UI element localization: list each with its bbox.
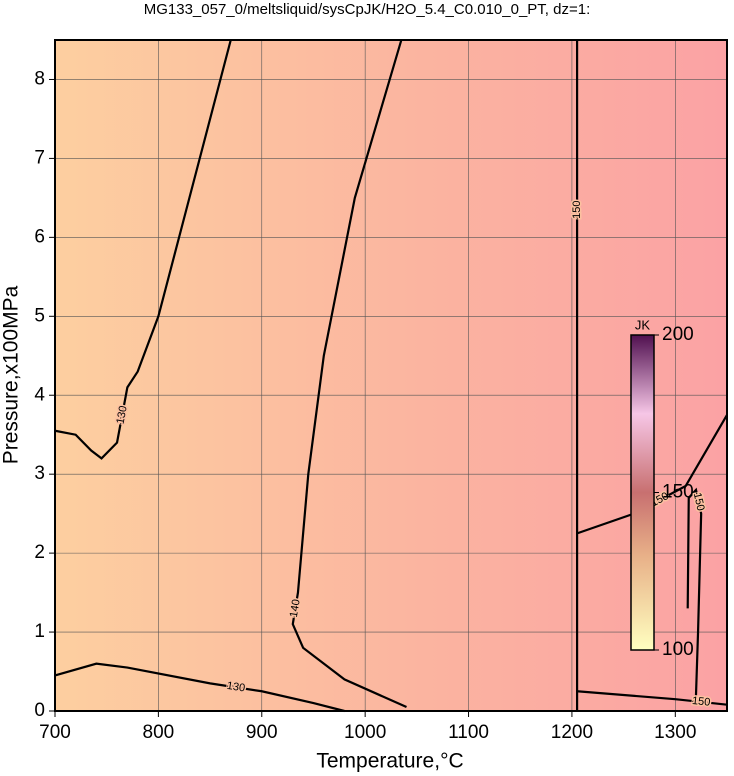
x-tick-label: 1100 [448, 722, 489, 743]
y-tick-label: 4 [34, 384, 45, 405]
x-tick-label: 800 [143, 722, 175, 743]
y-tick-label: 7 [34, 147, 45, 168]
contour-label: 130 [115, 405, 130, 425]
contour-line [54, 39, 232, 460]
contour-label: 150 [691, 492, 707, 512]
x-tick-label: 900 [246, 722, 278, 743]
y-tick-label: 8 [34, 68, 45, 89]
colorbar-tick-label: 100 [662, 639, 694, 660]
x-axis-label: Temperature,°C [316, 750, 463, 773]
chart-title: MG133_057_0/meltsliquid/sysCpJK/H2O_5.4_… [144, 1, 591, 18]
y-tick-label: 0 [34, 700, 45, 721]
contour-line [291, 39, 407, 709]
x-tick-label: 700 [39, 722, 71, 743]
contour-label: 140 [288, 598, 303, 618]
colorbar-label: JK [635, 317, 651, 332]
contour-line [54, 662, 345, 713]
contour-label: 150 [571, 201, 583, 219]
y-tick-label: 3 [34, 463, 45, 484]
contour-line [577, 690, 728, 706]
y-tick-label: 2 [34, 542, 45, 563]
y-tick-label: 5 [34, 305, 45, 326]
y-tick-label: 1 [34, 621, 45, 642]
contour-label: 130 [226, 680, 246, 695]
y-axis-label: Pressure,x100MPa [0, 285, 23, 464]
plot-frame [54, 39, 728, 712]
plot-background [55, 40, 727, 711]
colorbar [630, 334, 655, 651]
colorbar-tick-label: 150 [662, 482, 694, 503]
contour-line [576, 414, 728, 535]
y-tick-label: 6 [34, 226, 45, 247]
contour-label: 150 [691, 695, 711, 709]
contour-line [686, 487, 703, 696]
colorbar-tick-label: 200 [662, 324, 694, 345]
x-tick-label: 1000 [344, 722, 386, 743]
x-tick-label: 1200 [551, 722, 593, 743]
x-tick-label: 1300 [654, 722, 696, 743]
